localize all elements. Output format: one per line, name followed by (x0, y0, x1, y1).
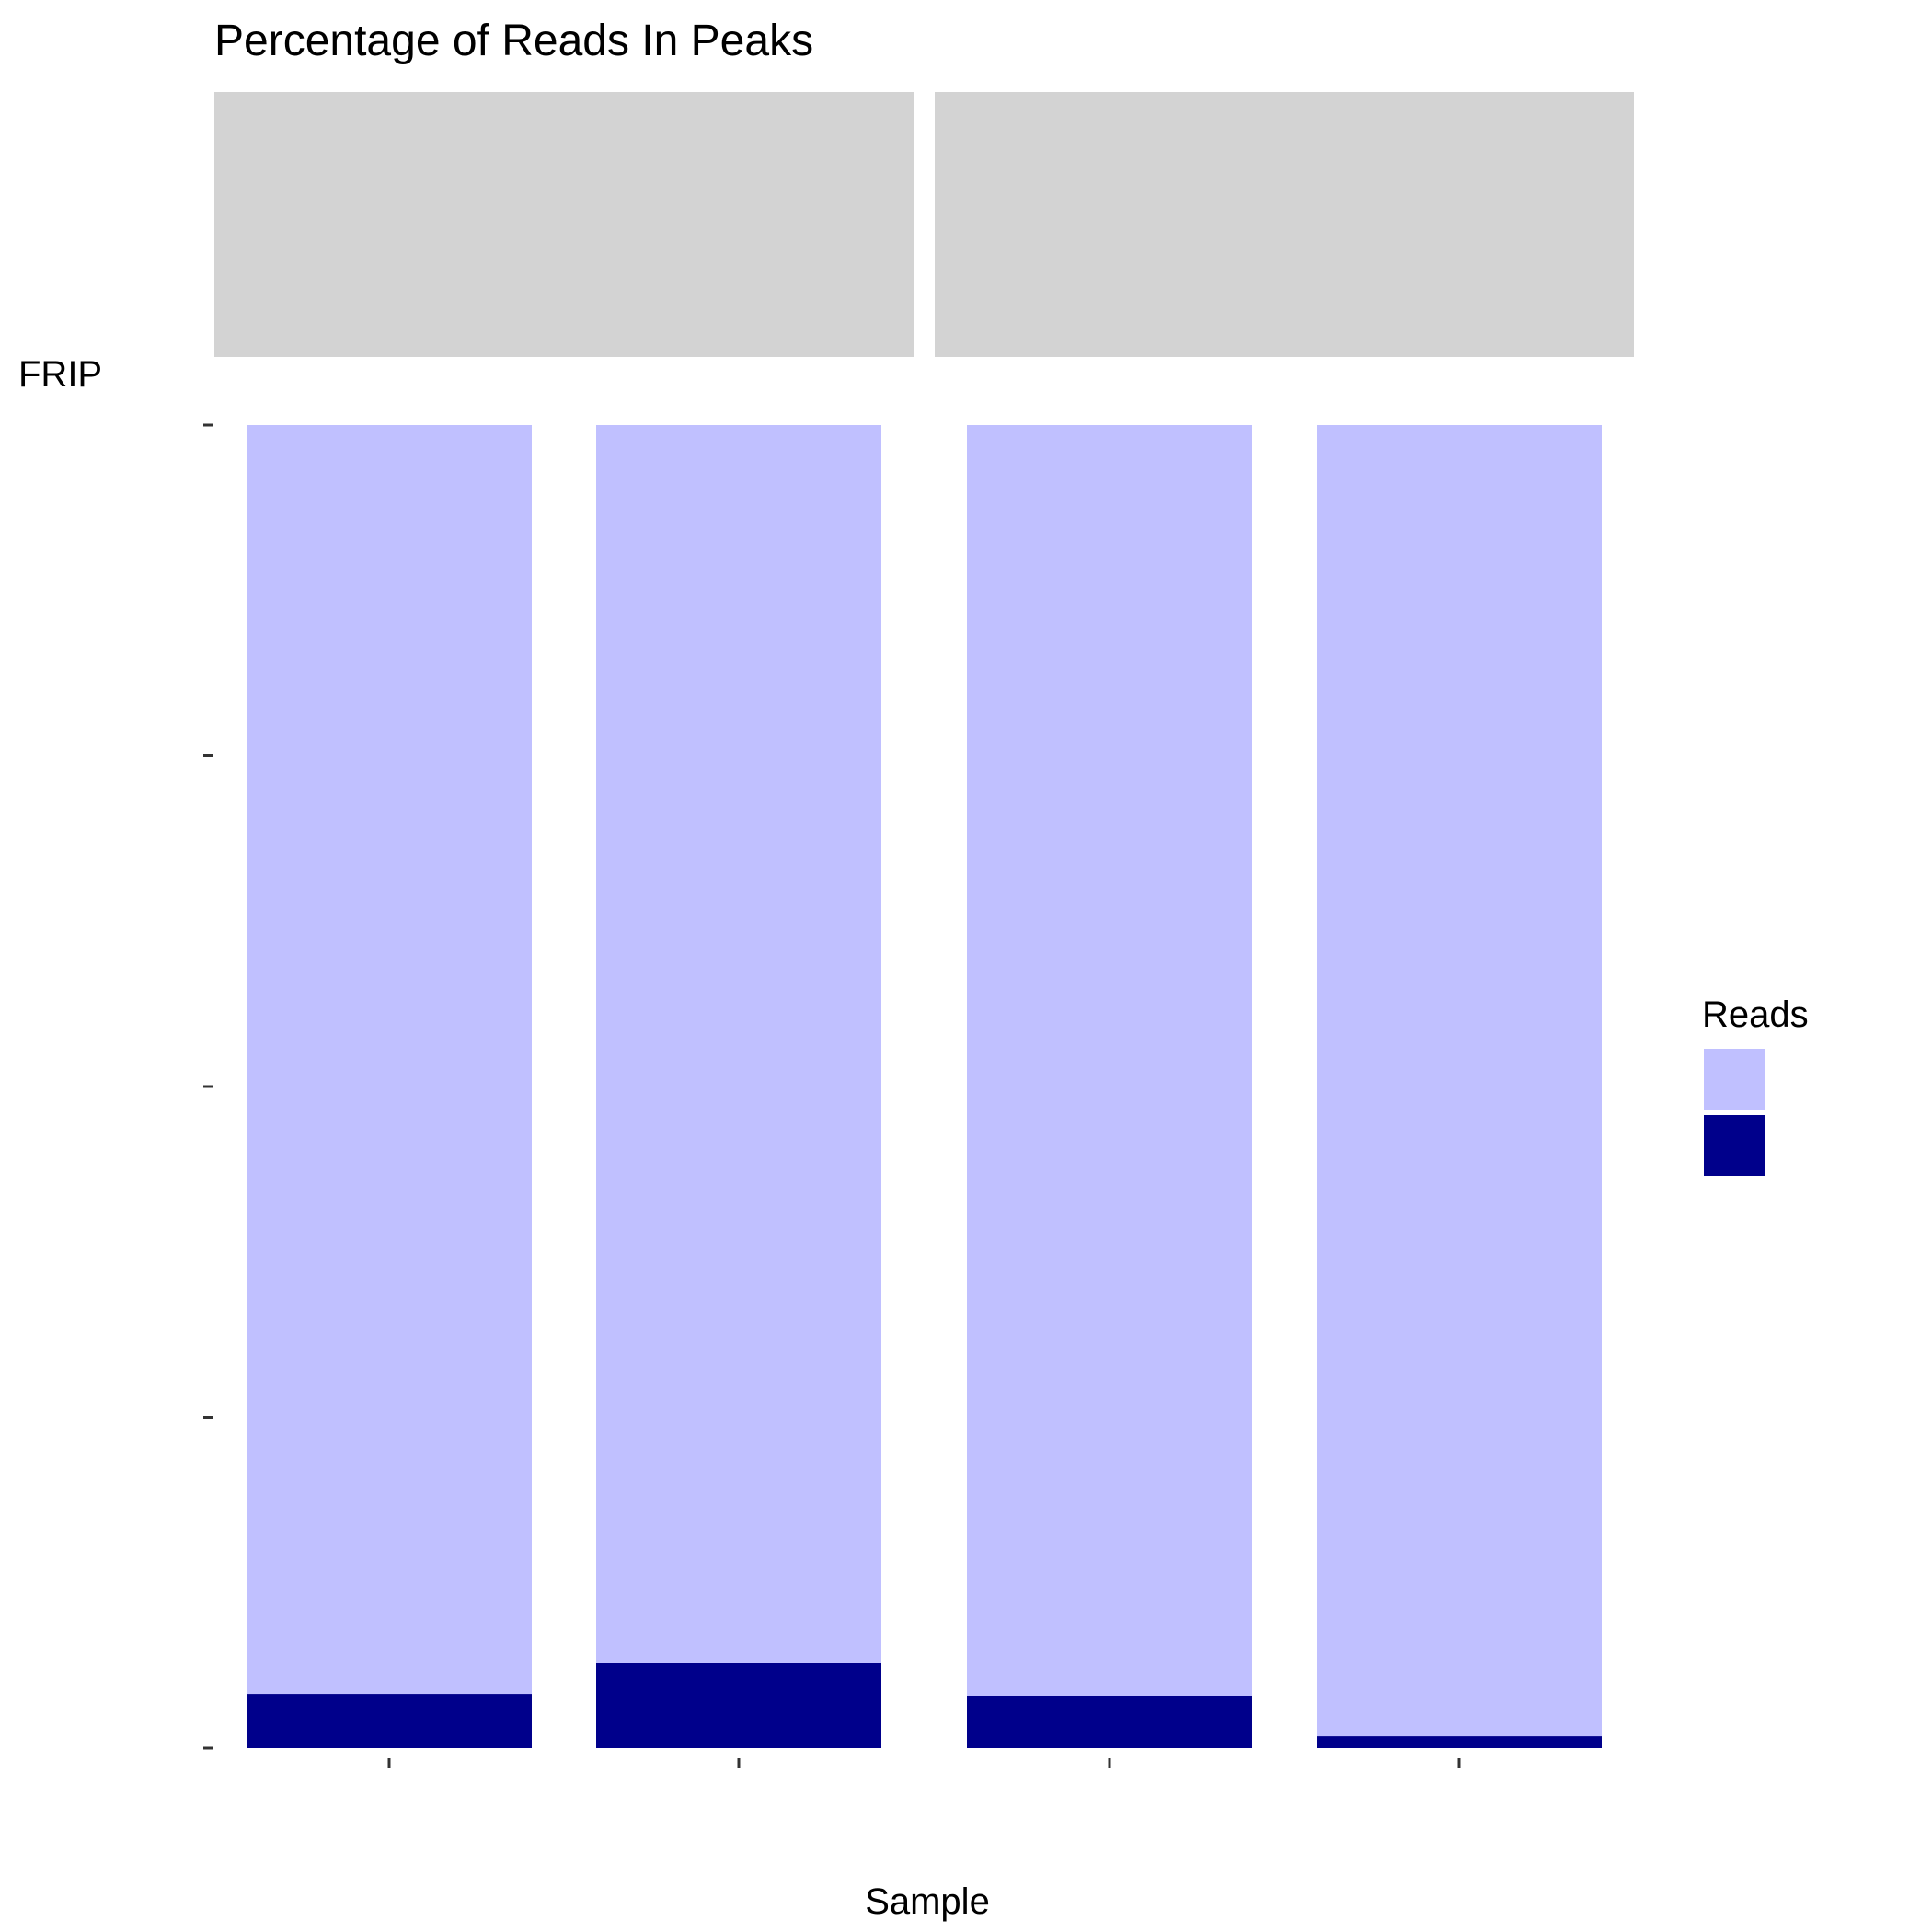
facet-strip-pou5f1 (935, 92, 1634, 357)
bar-outside-pou5f1-rep2 (1317, 425, 1602, 1737)
bar-inside-nanog-rep1 (247, 1694, 532, 1748)
chart-title: Percentage of Reads In Peaks (214, 17, 813, 65)
bar-outside-nanog-rep1 (247, 425, 532, 1695)
facet-strips (214, 92, 1634, 357)
legend-key-outside (1704, 1049, 1765, 1110)
bar-inside-pou5f1-rep2 (1317, 1736, 1602, 1748)
x-axis-label: Sample (865, 1881, 990, 1922)
y-axis-label: FRIP (18, 354, 102, 395)
bar-inside-nanog-rep2 (596, 1662, 881, 1748)
legend-key-inside (1704, 1115, 1765, 1176)
x-axis (387, 1758, 1461, 1768)
legend: Reads (1702, 995, 1809, 1176)
y-axis (203, 423, 213, 1750)
bar-outside-nanog-rep2 (596, 425, 881, 1663)
bar-outside-pou5f1-rep1 (967, 425, 1252, 1696)
bars (247, 425, 1602, 1748)
facet-strip-nanog (214, 92, 914, 357)
legend-title: Reads (1702, 995, 1809, 1035)
bar-inside-pou5f1-rep1 (967, 1696, 1252, 1748)
